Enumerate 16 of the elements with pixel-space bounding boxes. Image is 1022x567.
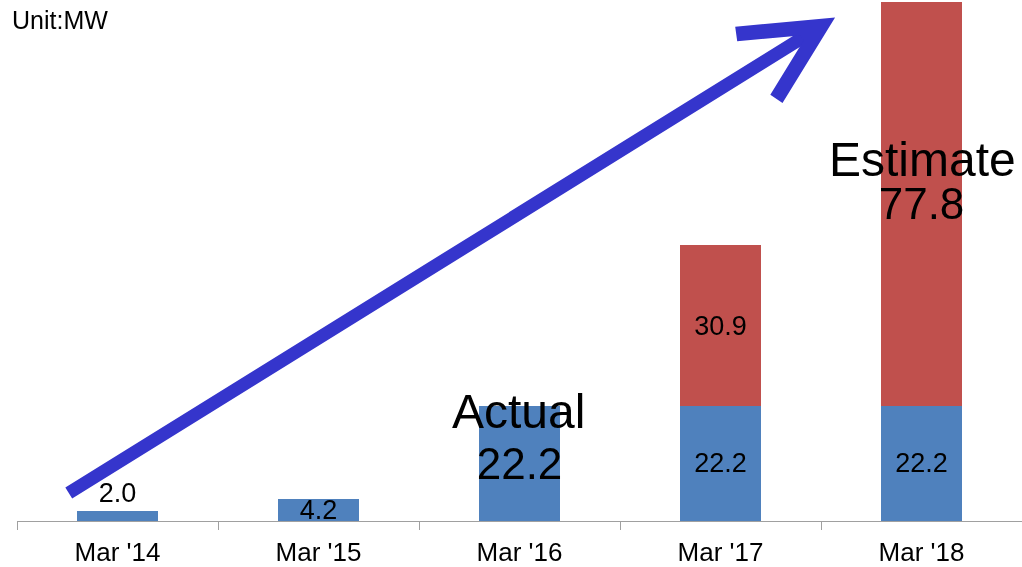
data-label: 4.2 (299, 495, 338, 526)
data-label: 22.2 (895, 448, 948, 479)
data-label: 2.0 (98, 477, 137, 508)
data-label: 22.2 (476, 438, 563, 488)
x-tick-label: Mar '18 (878, 537, 965, 567)
annotation: Unit:MW (12, 6, 109, 34)
x-tick-label: Mar '14 (74, 537, 161, 567)
x-tick-label: Mar '15 (275, 537, 362, 567)
bar (77, 510, 158, 521)
data-label: 22.2 (694, 448, 747, 479)
bar (680, 405, 761, 521)
x-tick-label: Mar '17 (677, 537, 764, 567)
x-tick-label: Mar '16 (476, 537, 563, 567)
data-label: 30.9 (694, 310, 747, 341)
bar (680, 245, 761, 406)
bar (881, 405, 962, 521)
